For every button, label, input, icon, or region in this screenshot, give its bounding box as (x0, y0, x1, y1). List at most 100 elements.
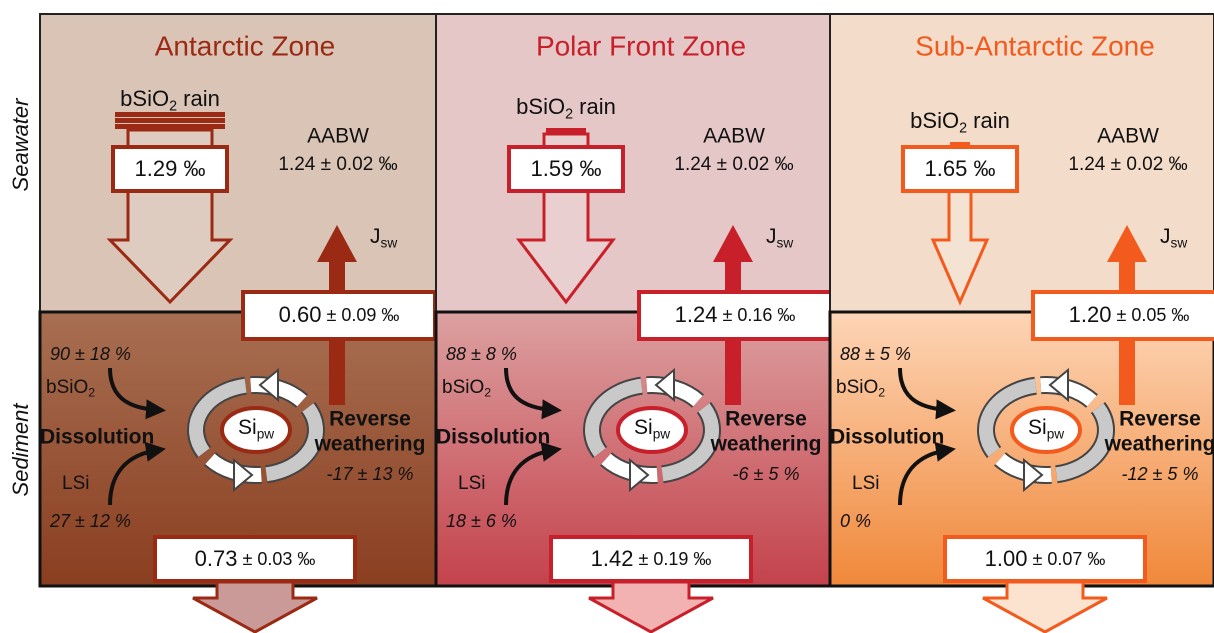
burial-value-rest: ± 0.03 ‰ (237, 549, 315, 569)
rain-label-sub: 2 (169, 98, 177, 114)
bsio2-label-main: bSiO (46, 377, 88, 398)
bsio2-label-sub: 2 (484, 386, 491, 400)
rain-label-main: bSiO (516, 94, 565, 119)
bsio2-arrow (504, 367, 562, 420)
burial-value: 1.00 ± 0.07 ‰ (985, 546, 1106, 571)
aabw-value: 1.24 ± 0.02 ‰ (1068, 154, 1187, 175)
bsio2-share: 90 ± 18 % (50, 344, 131, 364)
rain-value: 1.65 ‰ (925, 156, 996, 181)
lsi-share: 0 % (840, 511, 871, 531)
rain-value-box (901, 145, 1019, 193)
pore-water (616, 406, 688, 454)
reverse-weathering-label: weathering (1104, 433, 1214, 456)
flux-label-sub: sw (1171, 235, 1188, 250)
reverse-weathering-label: Reverse (1119, 408, 1201, 431)
reverse-weathering-label: weathering (314, 433, 426, 456)
lsi-share: 18 ± 6 % (446, 511, 517, 531)
flux-box (637, 290, 833, 341)
bsio2-share: 88 ± 5 % (840, 344, 911, 364)
flux-value: 1.20 ± 0.05 ‰ (1069, 302, 1190, 327)
cycle-arrow (189, 378, 247, 457)
pore-label: Sipw (1028, 416, 1064, 441)
lsi-share: 27 ± 12 % (49, 511, 131, 531)
aabw-label: AABW (703, 125, 765, 148)
seawater-panel (39, 13, 437, 313)
bsio2-share: 88 ± 8 % (446, 344, 517, 364)
rain-label-sub: 2 (959, 120, 967, 136)
cycle-arrow (661, 403, 719, 482)
rain-label-main: bSiO (910, 108, 959, 133)
flux-label-main: J (370, 225, 381, 248)
rain-label: bSiO2 rain (910, 108, 1010, 137)
bsio2-label: bSiO2 (46, 377, 95, 400)
cycle-arrow (585, 378, 643, 457)
seawater-panel (435, 13, 831, 313)
flux-value: 1.24 ± 0.16 ‰ (675, 302, 796, 327)
reverse-weathering-label: Reverse (329, 408, 411, 431)
flux-label-sub: sw (381, 235, 398, 250)
pore-label-main: Si (634, 416, 653, 439)
side-label: Sediment (8, 403, 33, 497)
dissolution-label: Dissolution (436, 426, 550, 449)
cycle-head (1048, 367, 1069, 403)
rain-bar (546, 128, 586, 133)
pore-water (220, 406, 292, 454)
rain-label-rest: rain (967, 108, 1010, 133)
lsi-arrow (898, 441, 956, 506)
pore-water (1010, 406, 1082, 454)
burial-box (943, 535, 1147, 583)
cycle-head (258, 367, 279, 403)
burial-value-main: 1.42 (591, 546, 634, 571)
flux-label-main: J (1160, 225, 1171, 248)
bsio2-label: bSiO2 (836, 377, 885, 400)
burial-arrow (588, 580, 714, 633)
lsi-label: LSi (458, 473, 485, 494)
lsi-label: LSi (62, 473, 89, 494)
rain-value-box (507, 145, 625, 193)
rain-bar (115, 112, 225, 117)
flux-head (1107, 225, 1147, 262)
dissolution-label: Dissolution (40, 426, 154, 449)
burial-box (549, 535, 753, 583)
zone-title: Antarctic Zone (155, 30, 336, 61)
pore-label-main: Si (1028, 416, 1047, 439)
rain-value: 1.59 ‰ (531, 156, 602, 181)
burial-value-main: 0.73 (195, 546, 238, 571)
cycle-head (629, 457, 650, 493)
side-label: Seawater (8, 97, 33, 192)
bsio2-label-main: bSiO (836, 377, 878, 398)
seawater-panel (829, 13, 1214, 313)
pore-label-main: Si (238, 416, 257, 439)
cycle-arrow (265, 403, 323, 482)
cycle-arrow (1055, 403, 1113, 482)
rain-value: 1.29 ‰ (135, 156, 206, 181)
reverse-weathering-label: Reverse (725, 408, 807, 431)
flux-label: Jsw (766, 225, 793, 250)
flux-value: 0.60 ± 0.09 ‰ (279, 302, 400, 327)
bsio2-label-main: bSiO (442, 377, 484, 398)
reverse-weathering-share: -12 ± 5 % (1122, 464, 1199, 484)
burial-box (153, 535, 357, 583)
burial-value: 0.73 ± 0.03 ‰ (195, 546, 316, 571)
flux-value-rest: ± 0.16 ‰ (717, 305, 795, 325)
flux-value-rest: ± 0.09 ‰ (321, 305, 399, 325)
rain-bar (115, 118, 225, 123)
burial-value-main: 1.00 (985, 546, 1028, 571)
burial-arrow (982, 580, 1108, 633)
flux-head (713, 225, 753, 262)
flux-label: Jsw (1160, 225, 1187, 250)
zone-title: Polar Front Zone (536, 30, 746, 61)
rain-bar (950, 142, 970, 147)
cycle-head (1023, 457, 1044, 493)
burial-arrow (192, 580, 318, 633)
pore-label-sub: pw (257, 426, 275, 441)
rain-bar (115, 124, 225, 129)
burial-value: 1.42 ± 0.19 ‰ (591, 546, 712, 571)
aabw-label: AABW (1097, 125, 1159, 148)
lsi-label: LSi (852, 473, 879, 494)
rain-label: bSiO2 rain (120, 86, 220, 115)
lsi-arrow (108, 441, 166, 506)
flux-value-main: 1.20 (1069, 302, 1112, 327)
pore-label: Sipw (634, 416, 670, 441)
